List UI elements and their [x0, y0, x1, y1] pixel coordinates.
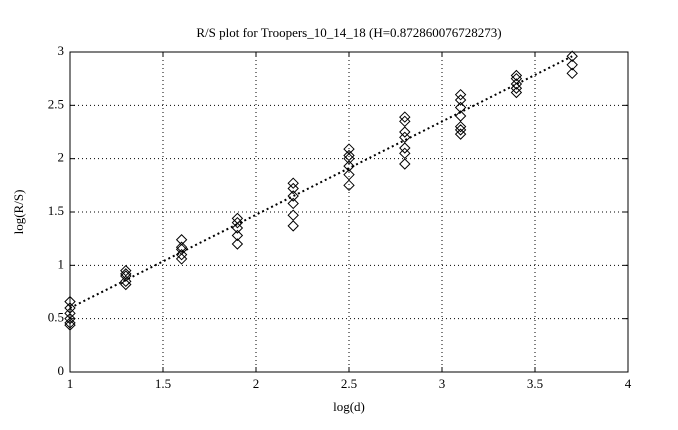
x-axis-label: log(d): [333, 399, 365, 414]
point: [566, 67, 578, 80]
x-tick-label: 2.5: [341, 376, 357, 391]
point: [454, 88, 467, 101]
point: [399, 111, 411, 123]
point: [175, 253, 188, 265]
x-tick-label: 2: [253, 376, 260, 391]
point: [64, 312, 76, 325]
y-tick-label: 3: [58, 43, 65, 58]
point: [454, 94, 467, 106]
point: [399, 142, 411, 154]
point: [343, 160, 355, 172]
y-tick-label: 1: [58, 256, 65, 271]
point: [454, 124, 467, 136]
point: [175, 234, 188, 246]
y-tick-label: 1.5: [48, 203, 64, 218]
point: [454, 128, 467, 140]
point: [231, 216, 244, 229]
point: [566, 59, 578, 71]
point: [64, 317, 76, 329]
point: [231, 222, 244, 234]
point: [175, 241, 188, 253]
point: [510, 82, 523, 94]
plot-frame: [69, 51, 629, 373]
point: [510, 69, 523, 82]
fit-line: [69, 55, 573, 309]
y-axis-label: log(R/S): [11, 190, 26, 235]
point: [287, 177, 299, 189]
point: [287, 220, 299, 232]
x-tick-label: 3: [439, 376, 446, 391]
x-tick-label: 1.5: [155, 376, 171, 391]
point: [64, 319, 76, 331]
point: [231, 238, 244, 250]
point: [64, 295, 76, 308]
point: [454, 120, 467, 133]
point: [287, 190, 299, 202]
point: [343, 179, 355, 192]
point: [399, 126, 411, 138]
point: [120, 278, 132, 291]
point: [343, 149, 355, 162]
point: [287, 197, 299, 210]
x-tick-label: 1: [67, 376, 74, 391]
point: [120, 275, 132, 288]
x-tick-label: 4: [625, 376, 632, 391]
y-tick-label: 0.5: [48, 310, 64, 325]
x-tick-label: 3.5: [527, 376, 543, 391]
point: [231, 229, 244, 242]
point: [287, 182, 299, 195]
point: [510, 78, 523, 90]
y-tick-label: 0: [58, 363, 65, 378]
point: [343, 152, 355, 165]
y-tick-label: 2.5: [48, 96, 64, 111]
y-tick-label: 2: [58, 150, 65, 165]
point: [510, 86, 523, 99]
chart-title: R/S plot for Troopers_10_14_18 (H=0.8728…: [196, 25, 501, 40]
point: [399, 115, 411, 128]
point: [566, 50, 578, 62]
point: [399, 158, 411, 170]
point: [287, 209, 299, 221]
